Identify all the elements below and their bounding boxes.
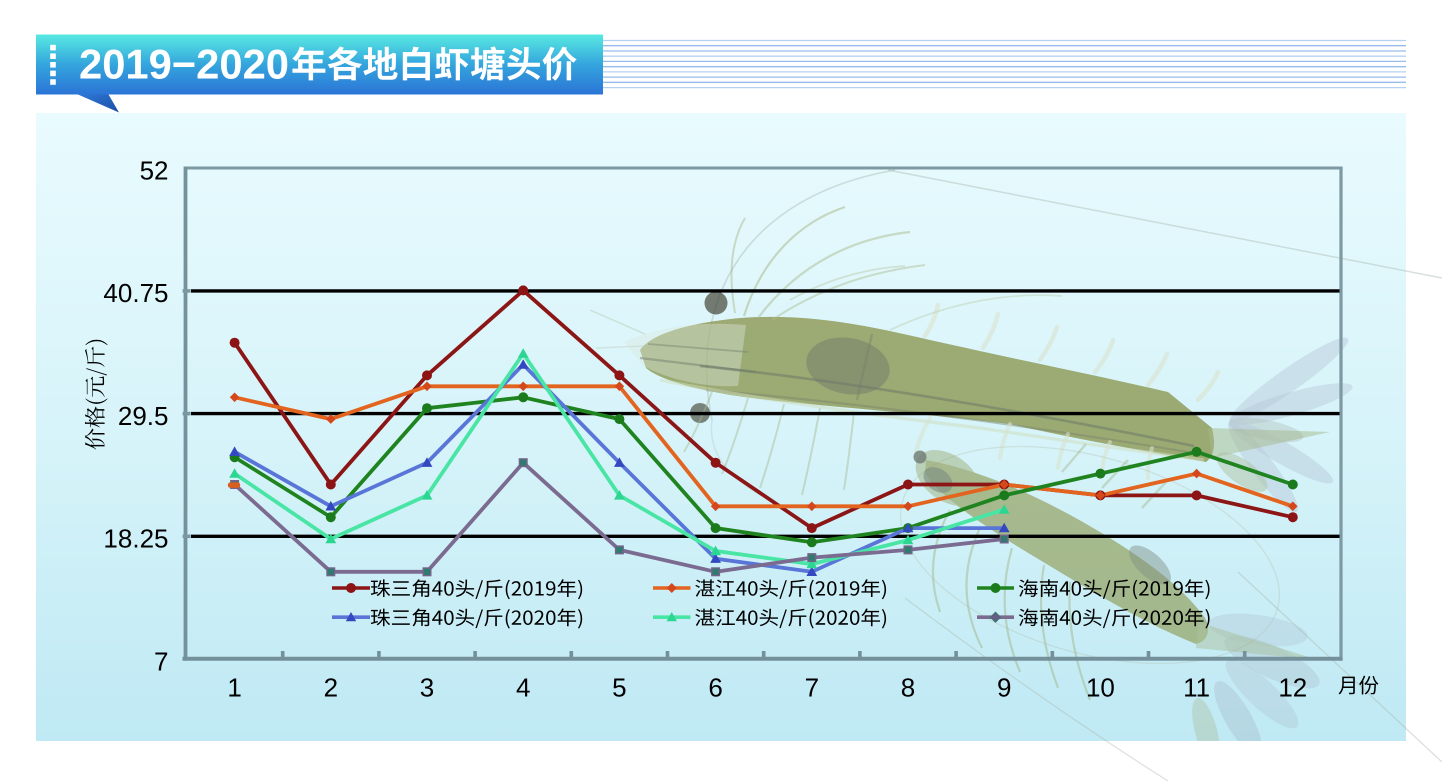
svg-text:10: 10 — [1086, 673, 1115, 703]
svg-text:9: 9 — [997, 673, 1011, 703]
svg-text:2019−2020: 2019−2020 — [79, 41, 289, 88]
svg-text:18.25: 18.25 — [103, 524, 168, 554]
svg-text:29.5: 29.5 — [118, 401, 169, 431]
svg-text:5: 5 — [612, 673, 626, 703]
svg-text:11: 11 — [1183, 673, 1210, 703]
svg-text:12: 12 — [1278, 673, 1307, 703]
svg-text:7: 7 — [805, 673, 819, 703]
svg-text:7: 7 — [154, 646, 168, 676]
svg-text:8: 8 — [901, 673, 915, 703]
svg-text:52: 52 — [140, 156, 169, 186]
svg-text:1: 1 — [227, 673, 241, 703]
svg-text:3: 3 — [420, 673, 434, 703]
svg-text:2: 2 — [324, 673, 338, 703]
svg-text:40.75: 40.75 — [103, 278, 168, 308]
svg-text:6: 6 — [708, 673, 722, 703]
svg-text:4: 4 — [516, 673, 530, 703]
